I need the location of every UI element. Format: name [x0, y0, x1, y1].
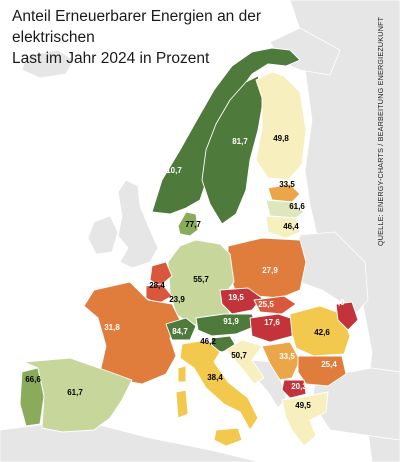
ireland-land	[87, 215, 119, 255]
map-title: Anteil Erneuerbarer Energien an der elek…	[12, 6, 342, 69]
estonia-shape	[267, 183, 301, 203]
moldova-shape	[335, 301, 359, 331]
netherlands-shape	[149, 261, 173, 287]
hungary-shape	[249, 313, 297, 343]
romania-shape	[289, 305, 351, 357]
finland-shape	[255, 71, 307, 181]
uk-land	[117, 179, 159, 269]
label-estonia: 33,5	[279, 180, 295, 189]
label-croatia: 50,7	[231, 351, 247, 360]
sicily-shape	[213, 427, 243, 447]
label-bulgaria: 25,4	[321, 360, 337, 369]
switzerland-shape	[165, 317, 197, 341]
label-netherlands: 28,4	[149, 281, 165, 290]
label-romania: 42,6	[314, 328, 330, 337]
czechia-shape	[219, 287, 263, 315]
value-labels: 110,7 81,7 49,8 33,5 61,6 46,4 77,7 27,9…	[25, 134, 345, 410]
label-moldova: 6,0	[333, 298, 345, 307]
label-switzerland: 84,7	[172, 327, 188, 336]
corsica-shape	[177, 365, 187, 383]
label-belgium: 23,9	[169, 295, 185, 304]
label-czechia: 19,5	[228, 293, 244, 302]
label-portugal: 66,6	[25, 375, 41, 384]
north-macedonia-shape	[281, 379, 307, 399]
belgium-shape	[145, 283, 173, 305]
denmark-shape	[177, 211, 199, 237]
label-greece: 49,5	[295, 401, 311, 410]
source-text: QUELLE: ENERGY-CHARTS / BEARBEITUNG ENER…	[376, 16, 385, 246]
title-line-2: Last im Jahr 2024 in Prozent	[12, 50, 210, 67]
label-austria: 91,9	[223, 317, 239, 326]
sardinia-shape	[175, 389, 189, 419]
iceland-land	[21, 49, 75, 79]
spain-shape	[23, 357, 133, 433]
label-sweden: 81,7	[232, 137, 248, 146]
croatia-shape	[225, 339, 265, 385]
countries	[19, 47, 359, 447]
label-lithuania: 46,4	[283, 222, 299, 231]
norway-shape	[151, 47, 301, 215]
lithuania-shape	[265, 215, 301, 239]
italy-shape	[179, 339, 259, 431]
label-france: 31,8	[104, 323, 120, 332]
latvia-shape	[265, 199, 305, 219]
bulgaria-shape	[297, 355, 347, 387]
slovakia-shape	[253, 295, 297, 315]
label-finland: 49,8	[273, 134, 289, 143]
label-norway: 110,7	[162, 166, 182, 175]
label-slovakia: 25,5	[258, 300, 274, 309]
source-credit: QUELLE: ENERGY-CHARTS / BEARBEITUNG ENER…	[376, 16, 392, 246]
serbia-shape	[261, 341, 301, 381]
label-italy: 38,4	[207, 373, 223, 382]
label-hungary: 17,6	[264, 318, 280, 327]
france-shape	[83, 281, 181, 385]
label-denmark: 77,7	[185, 220, 201, 229]
label-poland: 27,9	[262, 266, 278, 275]
label-serbia: 33,5	[279, 352, 295, 361]
label-spain: 61,7	[67, 388, 83, 397]
title-line-1: Anteil Erneuerbarer Energien an der elek…	[12, 8, 262, 46]
label-germany: 55,7	[193, 275, 209, 284]
label-north-macedonia: 20,3	[291, 382, 307, 391]
austria-shape	[195, 313, 257, 337]
greece-shape	[281, 391, 329, 447]
label-latvia: 61,6	[289, 202, 305, 211]
label-slovenia: 46,2	[200, 337, 216, 346]
